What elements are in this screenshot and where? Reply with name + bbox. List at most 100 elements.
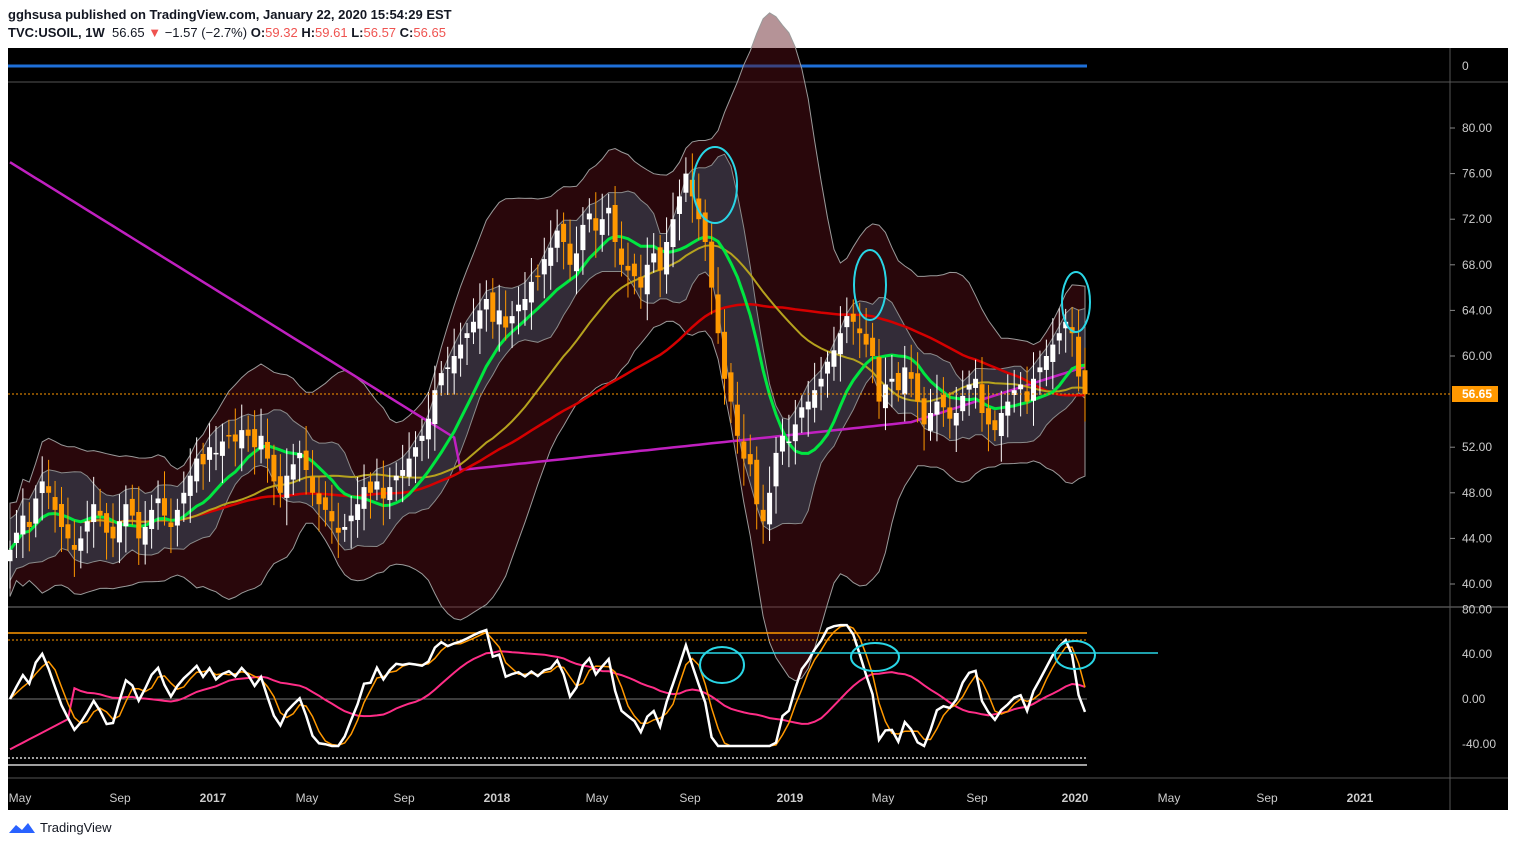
candle-body — [844, 316, 850, 328]
candle-body — [1050, 344, 1056, 362]
candle-body — [1031, 378, 1037, 401]
candle-body — [619, 248, 625, 265]
close-value: 56.65 — [413, 25, 446, 40]
candle-body — [728, 372, 734, 402]
candle-body — [355, 504, 361, 520]
candle-body — [110, 526, 116, 539]
candle-body — [657, 247, 663, 271]
candle-body — [683, 173, 689, 193]
candle-body — [1005, 401, 1011, 416]
candle-body — [26, 521, 32, 527]
ma-green-line — [8, 234, 1086, 551]
time-tick-label: 2020 — [1062, 791, 1089, 805]
candle-body — [1063, 321, 1069, 329]
candle-body — [438, 373, 444, 386]
candle-body — [7, 549, 13, 562]
candle-body — [625, 265, 631, 271]
chart-header: gghsusa published on TradingView.com, Ja… — [8, 6, 452, 42]
symbol-label: TVC:USOIL, 1W — [8, 25, 105, 40]
candle-body — [921, 398, 927, 425]
candle-body — [966, 384, 972, 390]
tradingview-logo-icon — [9, 822, 35, 833]
candle-body — [998, 413, 1004, 437]
candle-body — [606, 207, 612, 214]
candle-body — [187, 475, 193, 496]
price-tick-label: 80.00 — [1462, 121, 1492, 135]
candle-body — [979, 384, 985, 413]
candle-body — [39, 481, 45, 494]
candle-body — [863, 333, 869, 345]
top-pane-zero-tick: 0 — [1462, 59, 1469, 73]
candle-body — [200, 454, 206, 465]
candlesticks — [7, 153, 1088, 589]
open-value: 59.32 — [265, 25, 298, 40]
ma-yellow-line — [9, 244, 1086, 551]
time-tick-label: 2017 — [200, 791, 227, 805]
candle-body — [805, 401, 811, 410]
candle-body — [277, 476, 283, 493]
candle-body — [155, 498, 161, 504]
time-axis: May Sep 2017 May Sep 2018 May Sep 2019 May Sep 2020… — [9, 791, 1374, 805]
osc-highlight-circle — [699, 646, 745, 684]
time-tick-label: 2021 — [1347, 791, 1374, 805]
oscillator-pane — [8, 623, 1158, 766]
candle-body — [792, 424, 798, 442]
candle-body — [46, 486, 52, 493]
candle-body — [767, 492, 773, 525]
time-tick-label: Sep — [679, 791, 701, 805]
candle-body — [516, 304, 522, 312]
candle-body — [432, 390, 438, 425]
candle-body — [670, 219, 676, 248]
outer-bollinger-band — [9, 12, 1086, 682]
candle-body — [129, 498, 135, 516]
candle-body — [644, 264, 650, 295]
candle-body — [406, 458, 412, 477]
candle-body — [290, 464, 296, 480]
candle-body — [599, 219, 605, 235]
footer: TradingView — [8, 820, 112, 835]
time-tick-label: Sep — [1256, 791, 1278, 805]
price-axis: 80.00 76.00 72.00 68.00 64.00 60.00 52.00 48.00… — [1450, 121, 1492, 591]
candle-body — [20, 515, 26, 535]
candle-body — [528, 281, 534, 303]
candle-body — [65, 524, 71, 539]
time-tick-label: Sep — [393, 791, 415, 805]
candle-body — [715, 294, 721, 334]
candle-body — [477, 310, 483, 329]
candle-body — [902, 367, 908, 395]
highlight-circle — [1061, 271, 1091, 333]
candle-body — [425, 418, 431, 440]
candle-body — [1043, 356, 1049, 370]
osc-pink-line — [9, 650, 1086, 751]
candle-body — [934, 401, 940, 415]
candle-body — [541, 259, 547, 275]
candle-body — [593, 218, 599, 231]
price-tick-label: 68.00 — [1462, 258, 1492, 272]
osc-tick-label: 80.00 — [1462, 602, 1492, 616]
time-tick-label: Sep — [109, 791, 131, 805]
candle-body — [78, 538, 84, 551]
candle-body — [413, 447, 419, 457]
time-tick-label: Sep — [966, 791, 988, 805]
candle-body — [612, 205, 618, 242]
candle-body — [554, 230, 560, 248]
candle-body — [58, 504, 64, 527]
outer-band-fill — [9, 12, 1086, 682]
candle-body — [142, 527, 148, 545]
candle-body — [779, 435, 785, 452]
candle-body — [741, 441, 747, 459]
candle-body — [985, 408, 991, 425]
time-tick-label: May — [872, 791, 895, 805]
candle-body — [908, 372, 914, 379]
candle-body — [483, 299, 489, 310]
high-value: 59.61 — [315, 25, 348, 40]
price-tick-label: 48.00 — [1462, 486, 1492, 500]
candle-body — [284, 475, 290, 498]
candle-body — [580, 224, 586, 251]
chart-canvas[interactable]: 0 80.00 76.00 72.00 68.00 64.00 60.00 52.00 48.… — [0, 0, 1517, 820]
candle-body — [1082, 370, 1088, 395]
candle-body — [928, 413, 934, 431]
candle-body — [245, 429, 251, 436]
candle-body — [535, 275, 541, 278]
time-tick-label: 2019 — [777, 791, 804, 805]
